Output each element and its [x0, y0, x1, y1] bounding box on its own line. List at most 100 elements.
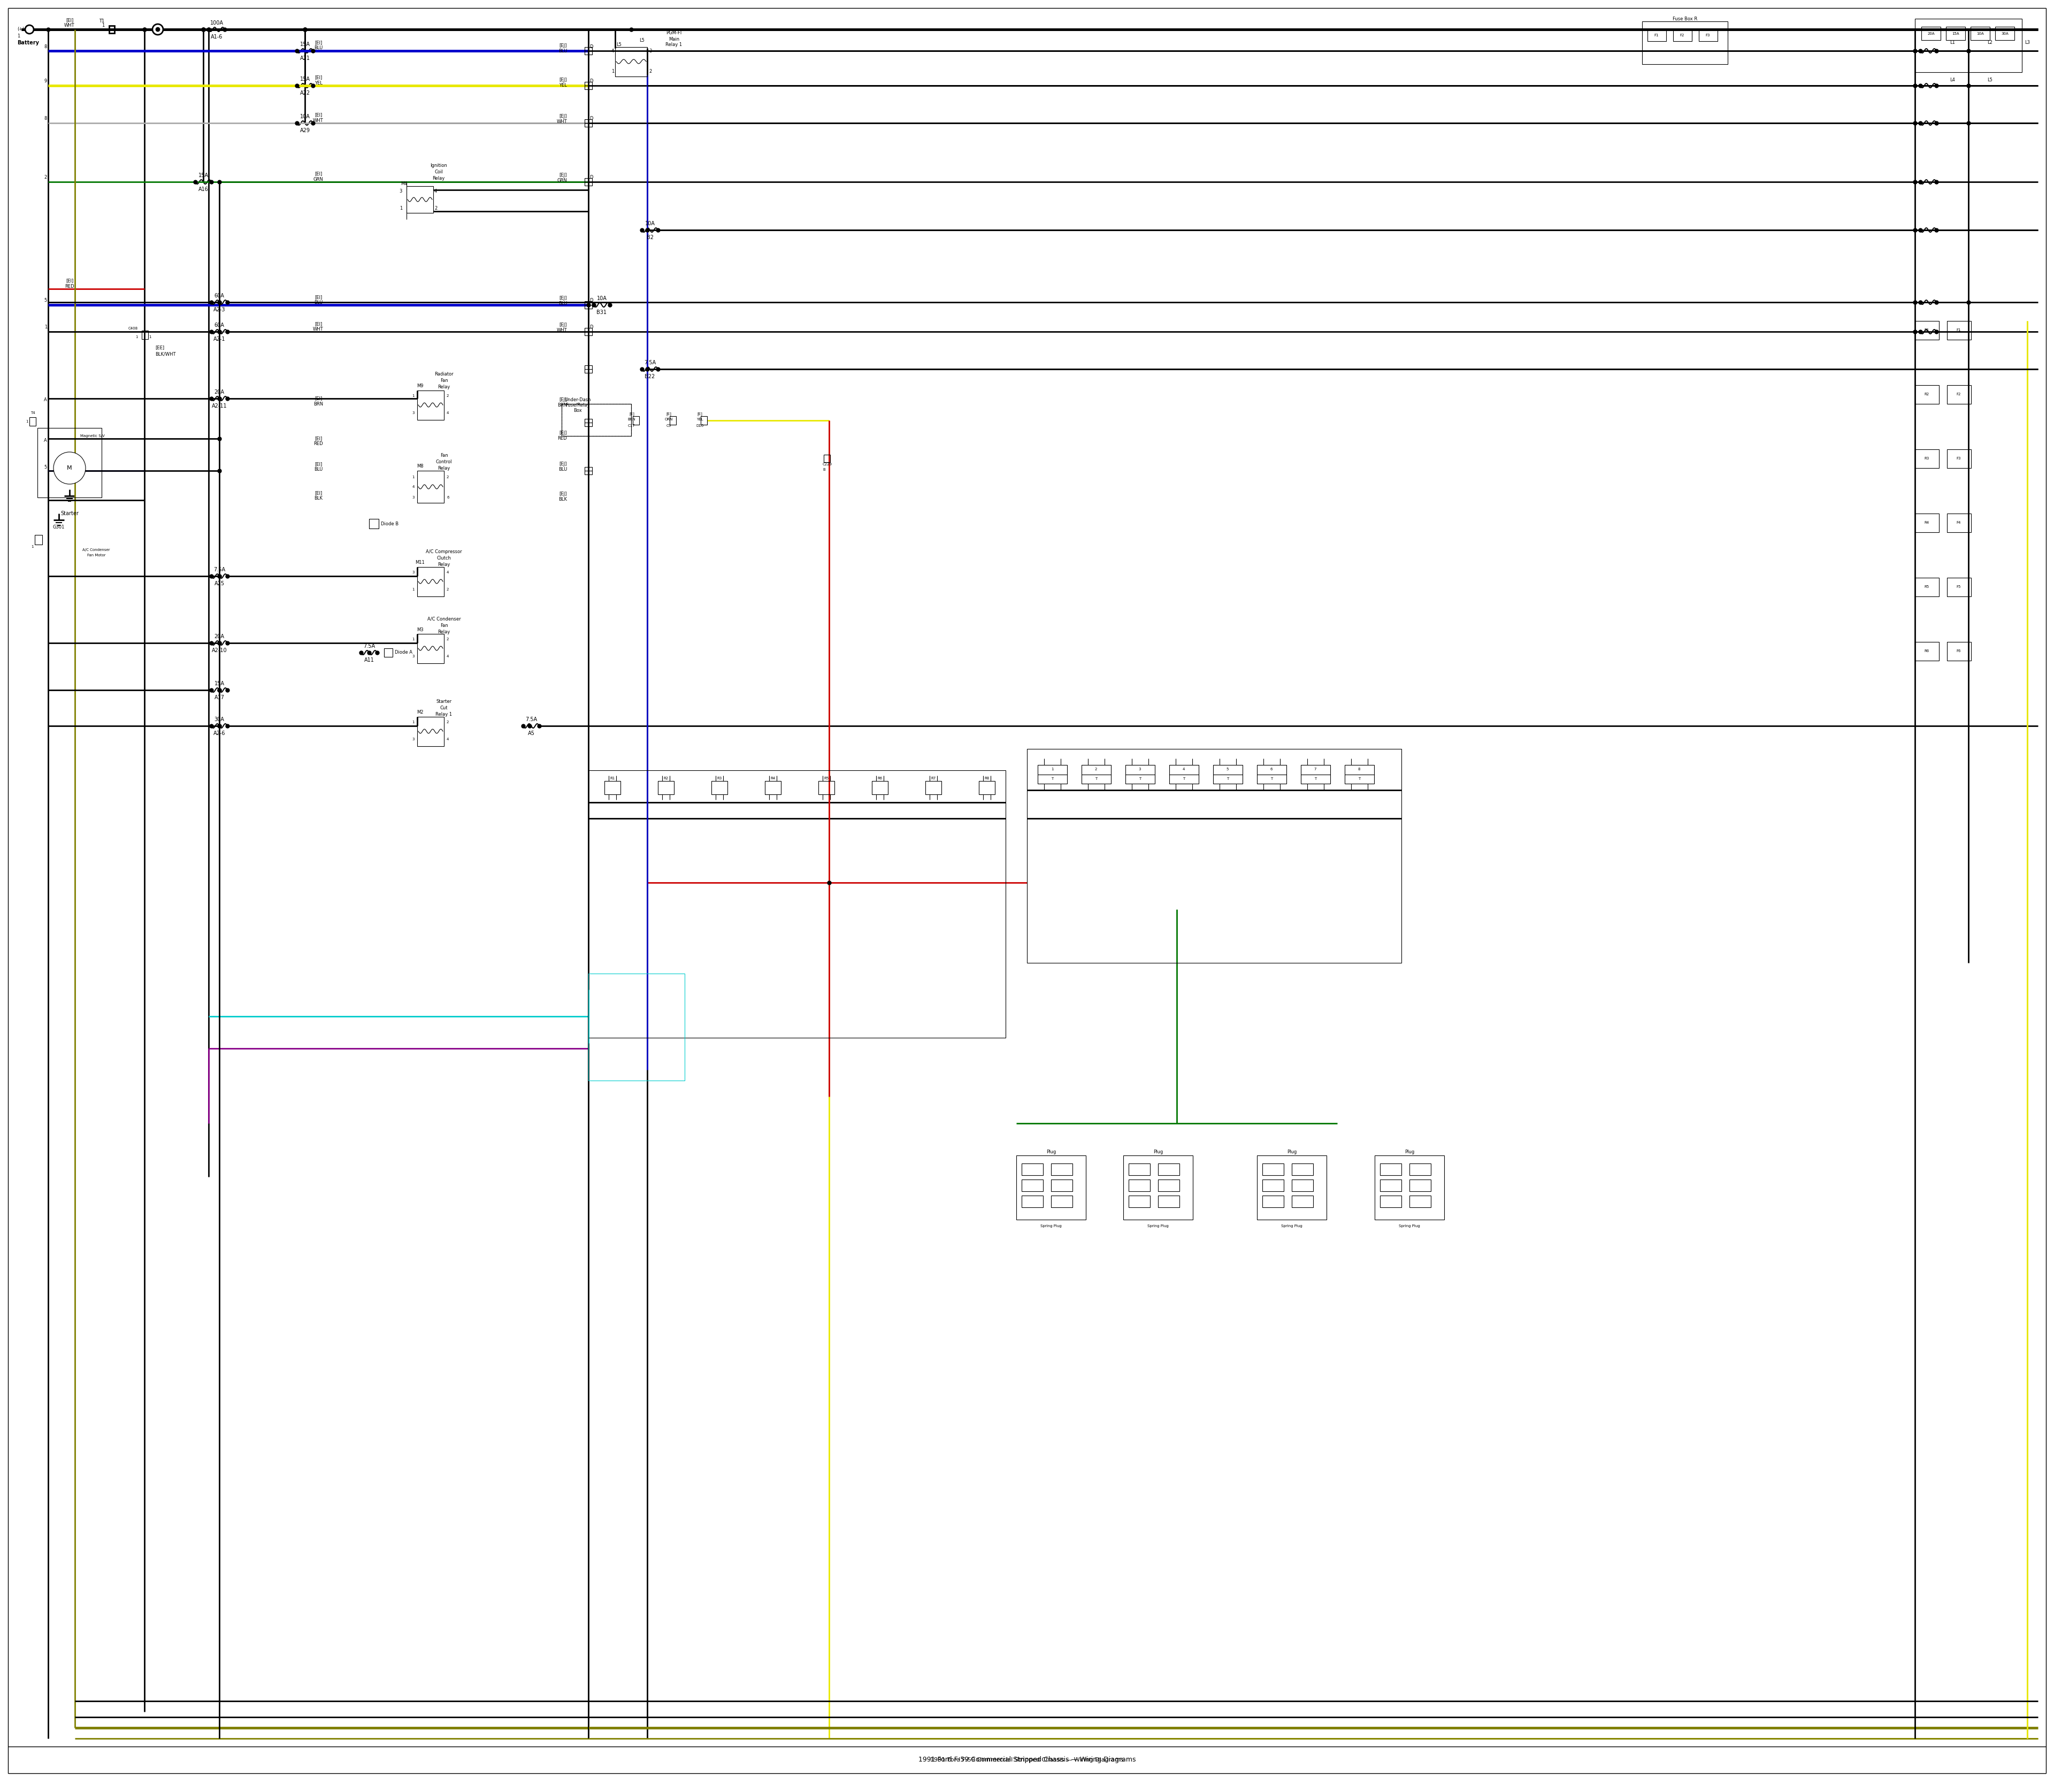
- Circle shape: [25, 25, 33, 34]
- Bar: [585, 120, 592, 127]
- Bar: [1641, 22, 1727, 65]
- Text: A22: A22: [300, 90, 310, 95]
- Text: BLK/WHT: BLK/WHT: [156, 351, 177, 357]
- Bar: [1380, 1195, 1401, 1208]
- Bar: [587, 771, 1006, 1038]
- Text: Spring Plug: Spring Plug: [1282, 1224, 1302, 1228]
- Text: 1: 1: [413, 588, 415, 591]
- Text: Clutch: Clutch: [438, 556, 452, 561]
- Text: 60A: 60A: [214, 294, 224, 299]
- Text: T1: T1: [99, 20, 105, 23]
- Bar: [1292, 1179, 1313, 1192]
- Bar: [1214, 765, 1243, 783]
- Text: 15A: 15A: [1951, 32, 1960, 36]
- Text: Magnetic S/V: Magnetic S/V: [80, 434, 105, 437]
- Bar: [417, 391, 444, 419]
- Text: T: T: [1052, 778, 1054, 781]
- Text: YEL: YEL: [696, 418, 702, 421]
- Text: GRN: GRN: [557, 179, 567, 183]
- Bar: [37, 428, 101, 498]
- Text: 1: 1: [136, 335, 138, 339]
- Text: [EJ]: [EJ]: [559, 77, 567, 82]
- Bar: [1345, 765, 1374, 783]
- Text: 4: 4: [413, 486, 415, 489]
- Text: 15A: 15A: [300, 41, 310, 47]
- Text: R1: R1: [1925, 328, 1929, 332]
- Text: WHT: WHT: [312, 328, 325, 332]
- Text: 10A: 10A: [598, 296, 606, 301]
- Text: BRN: BRN: [557, 403, 567, 409]
- Text: 1991 Ford F-59 Commercial Stripped Chassis — Wiring Diagrams: 1991 Ford F-59 Commercial Stripped Chass…: [930, 1758, 1124, 1763]
- Text: BLU: BLU: [314, 47, 322, 50]
- Bar: [1128, 1163, 1150, 1176]
- Bar: [1947, 642, 1972, 661]
- Text: Plug: Plug: [1152, 1149, 1163, 1154]
- Text: BLK: BLK: [314, 496, 322, 502]
- Text: D: D: [589, 297, 594, 303]
- Text: [EJ]: [EJ]: [559, 296, 567, 301]
- Text: R4: R4: [770, 776, 774, 780]
- Text: R2: R2: [663, 776, 668, 780]
- Text: M4: M4: [401, 181, 407, 186]
- Text: Spring Plug: Spring Plug: [1399, 1224, 1419, 1228]
- Bar: [633, 416, 639, 425]
- Text: R1: R1: [610, 776, 614, 780]
- Text: R7: R7: [930, 776, 937, 780]
- Text: 6: 6: [446, 496, 450, 500]
- Text: 20A: 20A: [1927, 32, 1935, 36]
- Text: [El]: [El]: [314, 396, 322, 401]
- Text: A5: A5: [528, 731, 534, 737]
- Text: RED: RED: [66, 283, 74, 289]
- Text: Plug: Plug: [1405, 1149, 1415, 1154]
- Bar: [1052, 1195, 1072, 1208]
- Text: BLU: BLU: [559, 48, 567, 54]
- Text: [EJ]: [EJ]: [559, 398, 567, 403]
- Bar: [1027, 749, 1401, 962]
- Text: 20A: 20A: [214, 634, 224, 640]
- Circle shape: [156, 29, 160, 30]
- Text: 30A: 30A: [2001, 32, 2009, 36]
- Circle shape: [152, 23, 162, 34]
- Bar: [1169, 765, 1200, 783]
- Text: 7.5A: 7.5A: [645, 360, 655, 366]
- Text: Fan: Fan: [440, 453, 448, 459]
- Text: RED: RED: [314, 441, 322, 446]
- Bar: [1699, 29, 1717, 41]
- Text: Relay 1: Relay 1: [665, 43, 682, 47]
- Bar: [417, 566, 444, 597]
- Text: YEL: YEL: [559, 82, 567, 88]
- Text: Plug: Plug: [1288, 1149, 1296, 1154]
- Text: [E]: [E]: [629, 412, 635, 416]
- Text: 7.5A: 7.5A: [214, 566, 226, 572]
- Text: Starter: Starter: [435, 699, 452, 704]
- Text: [EJ]: [EJ]: [559, 491, 567, 496]
- Text: M11: M11: [415, 561, 425, 564]
- Text: YEL: YEL: [314, 81, 322, 86]
- Bar: [871, 781, 887, 794]
- Text: 3: 3: [413, 654, 415, 658]
- Text: A/C Condenser: A/C Condenser: [82, 548, 111, 552]
- Text: [EJ]: [EJ]: [559, 462, 567, 466]
- Text: 1: 1: [413, 638, 415, 642]
- Text: M3: M3: [417, 627, 423, 633]
- Text: 2: 2: [446, 720, 450, 724]
- Text: A/C Condenser: A/C Condenser: [427, 616, 460, 622]
- Text: 3: 3: [1138, 767, 1142, 771]
- Text: D: D: [589, 116, 594, 122]
- Bar: [1947, 385, 1972, 403]
- Bar: [711, 781, 727, 794]
- Text: 10A: 10A: [300, 115, 310, 120]
- Bar: [1263, 1195, 1284, 1208]
- Bar: [670, 416, 676, 425]
- Text: A1-6: A1-6: [212, 34, 222, 39]
- Text: A: A: [43, 439, 47, 443]
- Text: [EJ]: [EJ]: [559, 430, 567, 435]
- Text: 2: 2: [446, 638, 450, 642]
- Text: 1: 1: [413, 720, 415, 724]
- Text: R5: R5: [1925, 586, 1929, 588]
- Text: 4: 4: [446, 412, 450, 414]
- Text: 1: 1: [413, 475, 415, 478]
- Text: 2: 2: [446, 394, 450, 398]
- Bar: [700, 416, 707, 425]
- Text: T: T: [1358, 778, 1360, 781]
